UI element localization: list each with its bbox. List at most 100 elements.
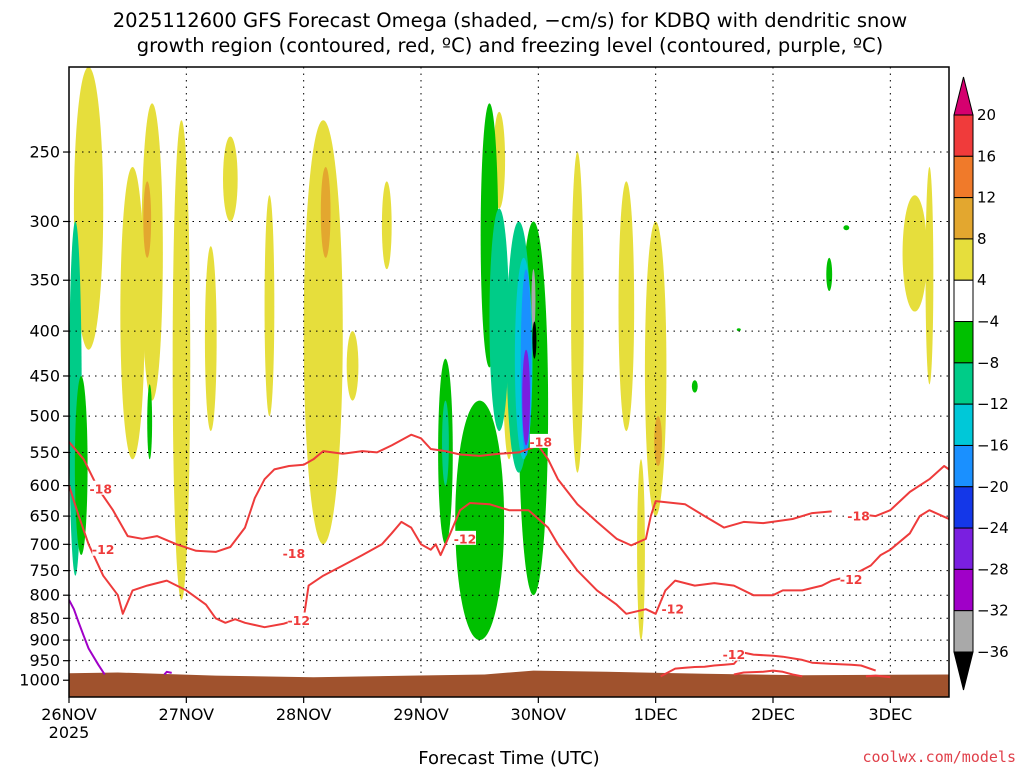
- colorbar-swatch-8: [953, 444, 974, 488]
- y-tick-label-300: 300: [29, 212, 60, 231]
- contour-label-bg-0: [89, 480, 112, 495]
- omega-region-10: [346, 331, 359, 401]
- contour-label-bg-8: [840, 571, 863, 586]
- x-tick-label-30NOV: 30NOV: [511, 705, 567, 724]
- x-tick-label-29NOV: 29NOV: [393, 705, 449, 724]
- contour-label-1: -12: [92, 542, 115, 557]
- y-tick-label-400: 400: [29, 322, 60, 341]
- y-tick-label-900: 900: [29, 631, 60, 650]
- colorbar-bottom-tip: [953, 651, 974, 691]
- contour-label-bg-7: [847, 508, 870, 523]
- contour-label-5: -18: [529, 434, 552, 449]
- omega-region-2: [141, 103, 163, 401]
- contour-label-6: -12: [661, 602, 684, 617]
- colorbar-label-8: −16: [977, 436, 1009, 454]
- colorbar: 20 16 12 8 4 −4 −8 −12 −16 −20 −24 −28 −32 −36: [953, 76, 1009, 691]
- contour-line-6: [69, 599, 106, 676]
- contour-label-0: -18: [89, 481, 112, 496]
- contour-label-4: -12: [454, 531, 477, 546]
- terrain-fill: [69, 670, 949, 697]
- omega-region-36: [826, 257, 833, 291]
- colorbar-label-5: −4: [977, 313, 999, 331]
- y-tick-label-450: 450: [29, 366, 60, 385]
- omega-shading: [69, 67, 934, 641]
- contour-label-3: -12: [287, 613, 310, 628]
- contour-label-2: -18: [283, 546, 306, 561]
- colorbar-label-1: 16: [977, 147, 996, 165]
- omega-region-15: [618, 181, 635, 432]
- contour-label-7: -18: [847, 509, 870, 524]
- omega-region-20: [925, 166, 934, 385]
- x-tick-label-1DEC: 1DEC: [634, 705, 678, 724]
- omega-region-3: [143, 181, 152, 258]
- colorbar-label-7: −12: [977, 395, 1009, 413]
- contour-labels: -18 -12 -18 -12 -12 -18 -12 -18 -12 -12: [89, 433, 870, 662]
- grid-lines: [69, 67, 949, 697]
- colorbar-swatch-6: [953, 362, 974, 405]
- y-tick-label-850: 850: [29, 609, 60, 628]
- y-axis-ticks: 250 300 350 400 450 500 550 600 650 700 750 800 850 9…: [19, 143, 69, 690]
- y-tick-label-550: 550: [29, 443, 60, 462]
- colorbar-label-11: −28: [977, 560, 1009, 578]
- y-tick-label-700: 700: [29, 535, 60, 554]
- colorbar-swatch-3: [953, 238, 974, 281]
- omega-region-7: [264, 195, 275, 417]
- omega-region-6: [223, 136, 238, 222]
- contour-line-1: [851, 465, 949, 518]
- omega-region-8: [303, 120, 343, 545]
- omega-region-29: [489, 208, 509, 432]
- colorbar-label-4: 4: [977, 271, 987, 289]
- x-tick-label-3DEC: 3DEC: [868, 705, 912, 724]
- omega-region-4: [172, 120, 191, 600]
- colorbar-swatch-4: [953, 279, 974, 323]
- colorbar-swatch-2: [953, 197, 974, 240]
- colorbar-label-2: 12: [977, 189, 996, 207]
- contour-line-4: [733, 669, 803, 678]
- y-tick-label-250: 250: [29, 143, 60, 162]
- contour-label-bg-6: [661, 601, 684, 616]
- plot-frame: [68, 66, 950, 698]
- omega-region-5: [204, 246, 217, 432]
- omega-region-0: [73, 67, 104, 350]
- colorbar-swatch-11: [953, 568, 974, 612]
- colorbar-top-tip: [953, 76, 974, 116]
- x-axis-label: Forecast Time (UTC): [418, 748, 599, 768]
- omega-region-17: [654, 416, 663, 467]
- colorbar-label-0: 20: [977, 106, 996, 124]
- colorbar-label-10: −24: [977, 519, 1009, 537]
- y-tick-label-1000: 1000: [19, 671, 60, 690]
- contour-label-bg-3: [287, 612, 310, 627]
- contour-label-9: -12: [723, 647, 746, 662]
- terrain-surface: [69, 670, 949, 697]
- chart-title-line-1: 2025112600 GFS Forecast Omega (shaded, −…: [113, 9, 908, 32]
- y-tick-label-500: 500: [29, 407, 60, 426]
- y-tick-label-350: 350: [29, 271, 60, 290]
- colorbar-swatch-9: [953, 486, 974, 529]
- colorbar-swatch-10: [953, 527, 974, 570]
- x-tick-label-26NOV: 26NOV: [41, 705, 97, 724]
- x-tick-sublabel-26NOV: 2025: [49, 723, 90, 742]
- contour-label-bg-5: [529, 433, 552, 448]
- contour-line-7: [163, 670, 172, 676]
- omega-region-1: [120, 166, 145, 460]
- y-tick-label-650: 650: [29, 507, 60, 526]
- contour-label-bg-1: [92, 541, 115, 556]
- chart-title-line-2: growth region (contoured, red, ºC) and f…: [137, 34, 884, 57]
- credit-text[interactable]: coolwx.com/models: [862, 748, 1016, 766]
- omega-region-25: [442, 400, 449, 486]
- omega-region-14: [571, 152, 584, 473]
- omega-region-34: [531, 269, 536, 332]
- colorbar-swatch-5: [953, 321, 974, 364]
- omega-region-16: [644, 221, 667, 517]
- y-tick-label-800: 800: [29, 586, 60, 605]
- x-tick-label-28NOV: 28NOV: [276, 705, 332, 724]
- omega-region-23: [147, 384, 153, 460]
- omega-region-19: [902, 195, 927, 312]
- x-tick-label-27NOV: 27NOV: [159, 705, 215, 724]
- contour-label-8: -12: [840, 572, 863, 587]
- omega-region-38: [691, 380, 698, 393]
- omega-region-35: [532, 321, 537, 359]
- colorbar-label-13: −36: [977, 643, 1009, 661]
